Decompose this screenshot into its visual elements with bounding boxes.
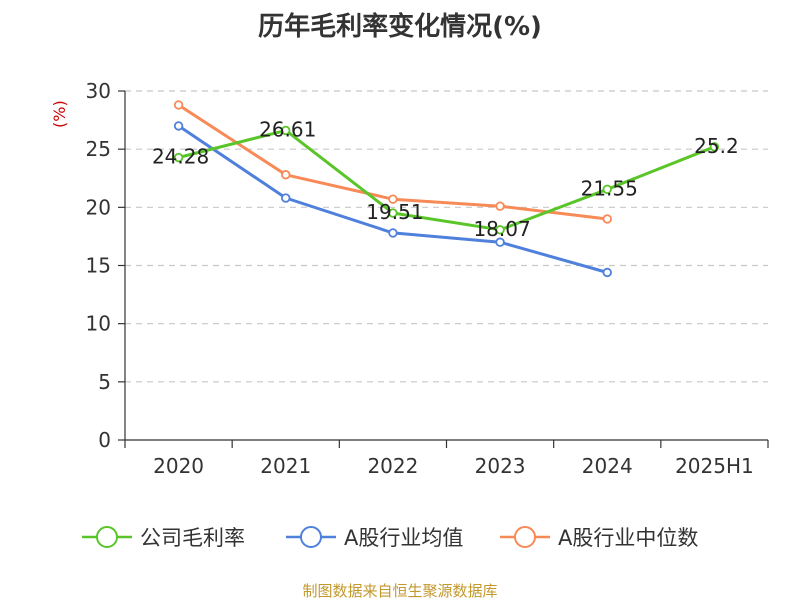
legend-marker — [300, 526, 322, 548]
x-tick-label: 2021 — [260, 454, 311, 478]
legend: 公司毛利率 A股行业均值 A股行业中位数 — [82, 526, 698, 550]
data-point — [173, 100, 184, 110]
data-label: 26.61 — [259, 117, 316, 141]
grid-lines — [125, 90, 768, 383]
x-tick-label: 2025H1 — [675, 454, 754, 478]
y-tick-label: 15 — [86, 254, 111, 278]
series-line-1 — [178, 128, 715, 232]
y-tick-label: 30 — [86, 79, 111, 103]
data-labels: 24.28 26.61 19.51 18.07 21.55 25.2 — [152, 117, 739, 240]
x-tick-label: 2024 — [582, 454, 633, 478]
series-lines — [173, 100, 720, 278]
legend-label: A股行业中位数 — [558, 526, 698, 550]
x-tick-label: 2020 — [153, 454, 204, 478]
data-point — [602, 184, 612, 195]
data-point — [173, 152, 184, 163]
data-point — [281, 193, 291, 203]
y-tick-label: 5 — [98, 370, 111, 394]
data-point — [173, 121, 184, 131]
data-point — [281, 170, 291, 180]
data-point — [388, 208, 398, 218]
data-point — [495, 237, 505, 247]
chart-title: 历年毛利率变化情况(%) — [258, 12, 542, 42]
data-point — [495, 201, 505, 211]
y-tick-label: 20 — [86, 195, 111, 219]
data-point — [388, 194, 398, 204]
data-label: 19.51 — [366, 200, 423, 224]
legend-marker — [96, 526, 118, 548]
data-point — [602, 267, 612, 278]
x-tick-label: 2023 — [475, 454, 526, 478]
data-source-note: 制图数据来自恒生聚源数据库 — [302, 582, 498, 600]
x-tick-label: 2022 — [367, 454, 418, 478]
y-tick-label: 25 — [86, 137, 111, 161]
data-label: 21.55 — [581, 176, 638, 200]
data-point — [281, 125, 291, 136]
data-label: 24.28 — [152, 145, 209, 169]
axes: 0 5 10 15 20 25 30 2020 2021 2022 2023 2024 2025H1 — [86, 79, 769, 478]
legend-label: A股行业均值 — [344, 526, 463, 550]
data-point — [709, 142, 720, 152]
data-label: 25.2 — [694, 134, 739, 158]
legend-label: 公司毛利率 — [140, 526, 245, 550]
data-point — [495, 225, 505, 235]
data-point — [602, 214, 612, 224]
data-point — [388, 228, 398, 238]
data-label: 18.07 — [473, 217, 530, 241]
y-tick-label: 10 — [86, 312, 111, 336]
legend-marker — [514, 526, 536, 548]
y-tick-label: 0 — [98, 428, 111, 452]
